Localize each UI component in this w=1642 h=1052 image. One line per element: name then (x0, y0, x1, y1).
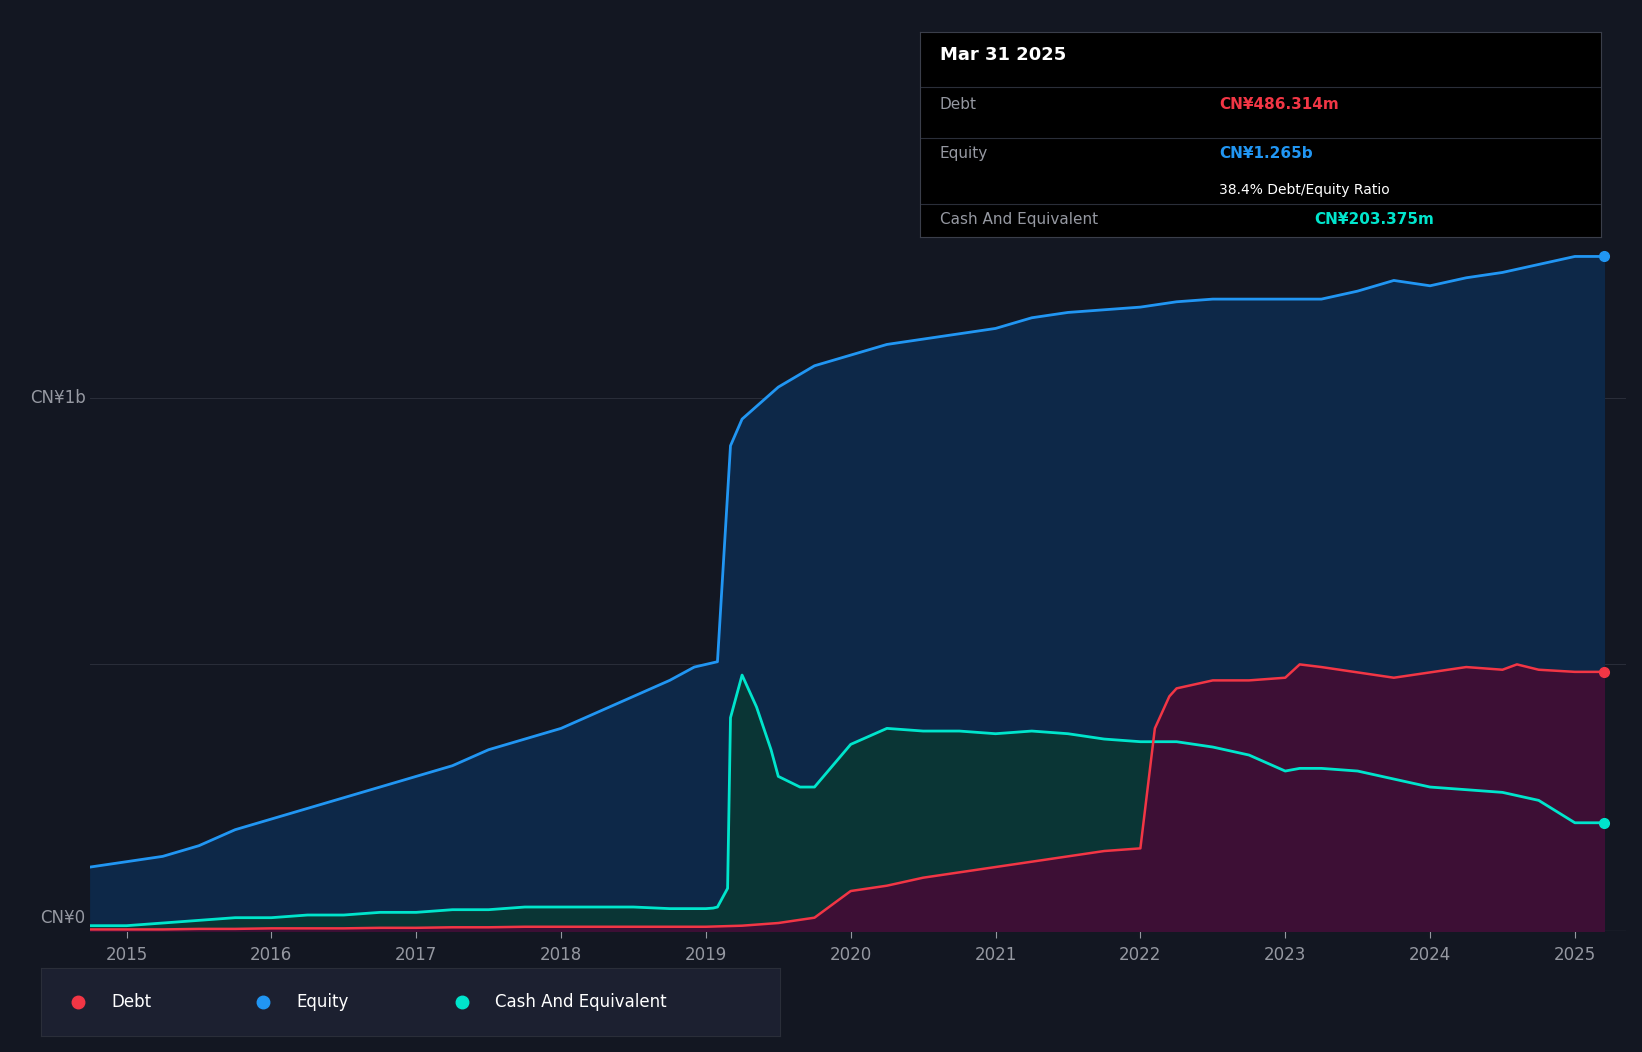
Text: CN¥1.265b: CN¥1.265b (1220, 146, 1314, 161)
Text: CN¥1b: CN¥1b (30, 389, 85, 407)
Text: Debt: Debt (112, 993, 151, 1011)
Text: Cash And Equivalent: Cash And Equivalent (939, 213, 1098, 227)
Text: 38.4% Debt/Equity Ratio: 38.4% Debt/Equity Ratio (1220, 183, 1391, 198)
Text: Equity: Equity (296, 993, 348, 1011)
Text: CN¥0: CN¥0 (41, 909, 85, 927)
Text: Mar 31 2025: Mar 31 2025 (939, 46, 1066, 64)
Text: Cash And Equivalent: Cash And Equivalent (496, 993, 667, 1011)
Text: CN¥486.314m: CN¥486.314m (1220, 97, 1340, 113)
Text: Equity: Equity (939, 146, 988, 161)
Text: CN¥203.375m: CN¥203.375m (1315, 213, 1435, 227)
Text: Debt: Debt (939, 97, 977, 113)
